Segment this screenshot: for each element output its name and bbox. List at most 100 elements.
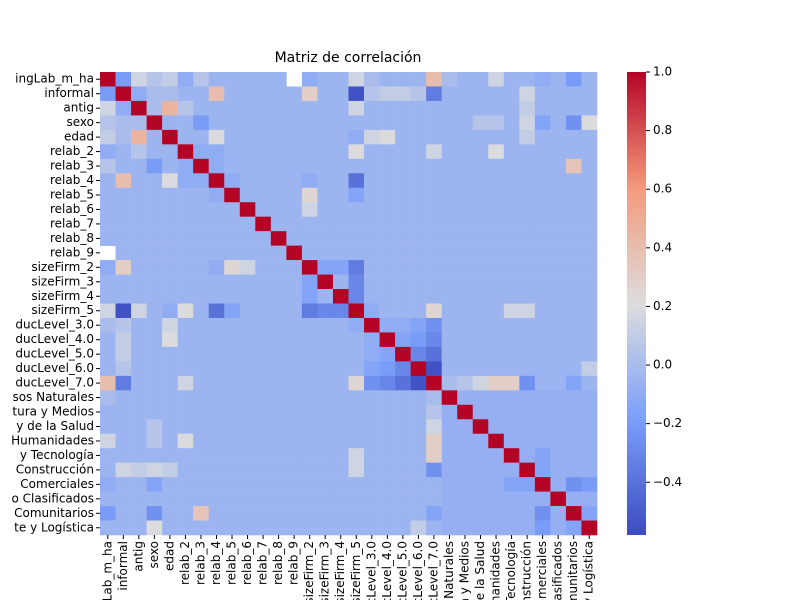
- heatmap-cell: [239, 158, 256, 174]
- heatmap-cell: [162, 346, 178, 362]
- heatmap-cell: [457, 303, 474, 319]
- y-tick-label: Comerciales: [20, 477, 94, 491]
- heatmap-cell: [239, 187, 256, 203]
- heatmap-cell: [100, 477, 116, 492]
- heatmap-cell: [317, 115, 334, 131]
- heatmap-cell: [131, 86, 147, 102]
- heatmap-cell: [426, 448, 442, 463]
- heatmap-cell: [193, 332, 210, 348]
- heatmap-cell: [115, 448, 132, 463]
- heatmap-cell: [286, 477, 303, 492]
- heatmap-cell: [224, 346, 241, 362]
- heatmap-cell: [177, 231, 194, 246]
- heatmap-cell: [162, 72, 178, 87]
- heatmap-cell: [208, 433, 225, 449]
- heatmap-cell: [131, 419, 147, 435]
- heatmap-cell: [410, 289, 427, 304]
- heatmap-cell: [457, 317, 474, 333]
- heatmap-cell: [115, 419, 132, 435]
- heatmap-cell: [131, 260, 147, 275]
- heatmap-cell: [146, 520, 163, 536]
- x-tick-label: relab_4: [209, 541, 223, 585]
- heatmap-cell: [193, 477, 210, 492]
- heatmap-cell: [503, 303, 520, 319]
- heatmap-cell: [503, 187, 520, 203]
- heatmap-cell: [503, 72, 520, 87]
- heatmap-cell: [581, 245, 598, 261]
- heatmap-cell: [193, 144, 210, 160]
- heatmap-cell: [565, 173, 582, 189]
- heatmap-cell: [270, 448, 287, 463]
- heatmap-cell: [301, 433, 318, 449]
- heatmap-cell: [472, 317, 489, 333]
- heatmap-cell: [146, 100, 163, 116]
- x-tick-label: informal: [116, 541, 130, 591]
- heatmap-cell: [565, 491, 582, 507]
- x-tick-label: sizeFirm_2: [302, 541, 316, 600]
- x-tick-label: ducLevel_3.0: [364, 541, 378, 600]
- heatmap-cell: [193, 506, 210, 521]
- heatmap-cell: [146, 477, 163, 492]
- heatmap-cell: [224, 375, 241, 391]
- heatmap-cell: [100, 375, 116, 391]
- heatmap-cell: [239, 520, 256, 536]
- heatmap-cell: [146, 332, 163, 348]
- heatmap-cell: [488, 173, 505, 189]
- heatmap-cell: [162, 506, 178, 521]
- heatmap-cell: [457, 289, 474, 304]
- heatmap-cell: [441, 100, 458, 116]
- heatmap-cell: [255, 390, 272, 406]
- heatmap-cell: [193, 129, 210, 145]
- heatmap-cell: [301, 289, 318, 304]
- heatmap-cell: [441, 506, 458, 521]
- heatmap-cell: [348, 404, 365, 420]
- heatmap-cell: [115, 72, 132, 87]
- heatmap-cell: [379, 419, 396, 435]
- heatmap-cell: [565, 390, 582, 406]
- heatmap-cell: [317, 289, 334, 304]
- heatmap-cell: [441, 173, 458, 189]
- heatmap-cell: [550, 361, 567, 377]
- heatmap-cell: [255, 173, 272, 189]
- heatmap-cell: [332, 419, 349, 435]
- heatmap-cell: [457, 245, 474, 261]
- heatmap-cell: [177, 433, 194, 449]
- heatmap-cell: [348, 274, 365, 290]
- heatmap-cell: [565, 419, 582, 435]
- heatmap-cell: [317, 72, 334, 87]
- heatmap-cell: [410, 303, 427, 319]
- heatmap-cell: [177, 390, 194, 406]
- heatmap-cell: [131, 72, 147, 87]
- heatmap-cell: [208, 317, 225, 333]
- heatmap-cell: [224, 100, 241, 116]
- heatmap-cell: [534, 274, 551, 290]
- heatmap-cell: [581, 187, 598, 203]
- y-tick-label: relab_4: [50, 173, 94, 187]
- heatmap-cell: [565, 231, 582, 246]
- heatmap-cell: [488, 289, 505, 304]
- heatmap-cell: [565, 404, 582, 420]
- heatmap-cell: [239, 129, 256, 145]
- heatmap-cell: [115, 245, 132, 261]
- heatmap-cell: [426, 100, 442, 116]
- heatmap-cell: [410, 375, 427, 391]
- heatmap-cell: [457, 332, 474, 348]
- heatmap-cell: [519, 346, 536, 362]
- heatmap-cell: [224, 187, 241, 203]
- heatmap-cell: [317, 404, 334, 420]
- heatmap-cell: [395, 187, 411, 203]
- heatmap-cell: [208, 260, 225, 275]
- heatmap-cell: [177, 173, 194, 189]
- heatmap-cell: [162, 202, 178, 217]
- y-tick-label: sexo: [67, 115, 95, 129]
- x-tick-label: relab_7: [256, 541, 270, 585]
- heatmap-cell: [301, 419, 318, 435]
- heatmap-cell: [581, 72, 598, 87]
- y-tick-label: Construcción: [16, 462, 94, 476]
- heatmap-cell: [317, 520, 334, 536]
- heatmap-cell: [488, 158, 505, 174]
- heatmap-cell: [193, 462, 210, 478]
- heatmap-cell: [332, 216, 349, 232]
- x-tick-label: Comunitarios: [566, 541, 580, 600]
